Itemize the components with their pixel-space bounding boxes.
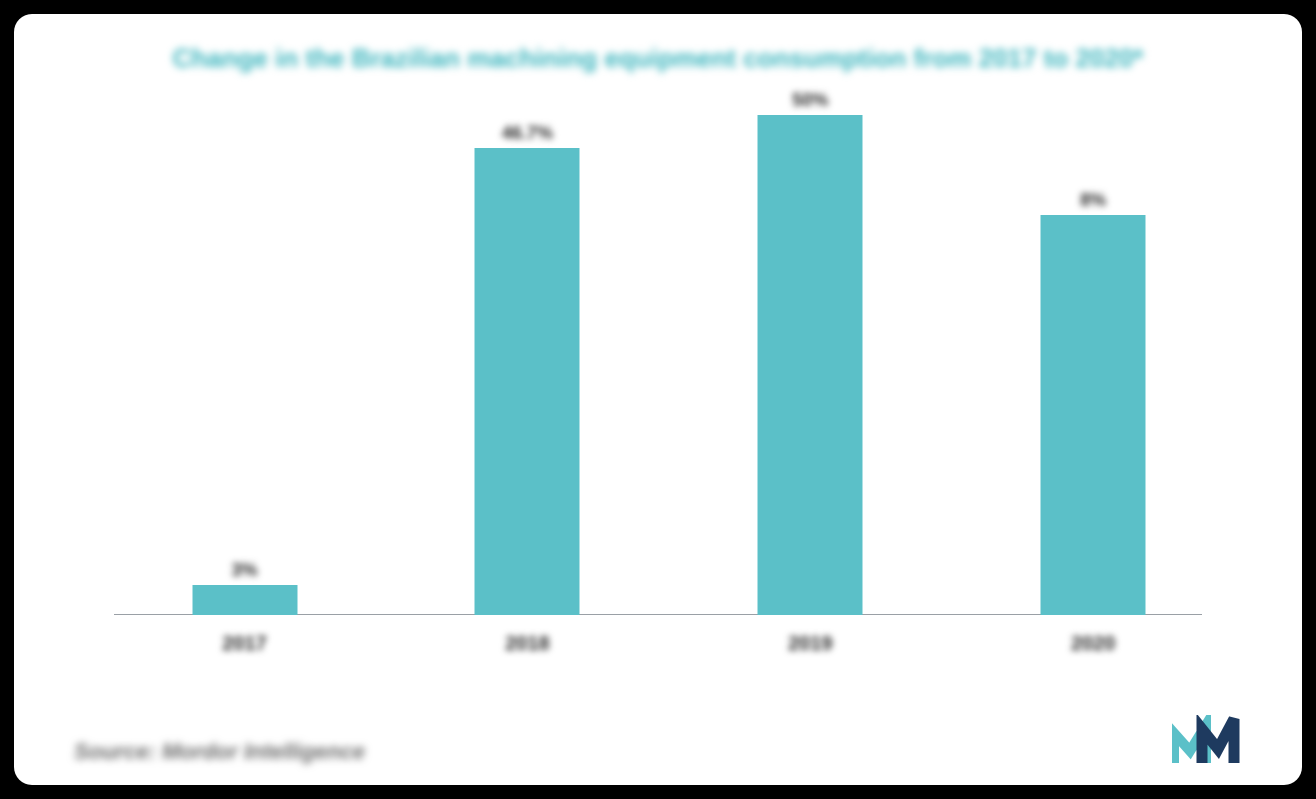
bar-value-label: 8% — [1080, 190, 1106, 211]
chart-card: Change in the Brazilian machining equipm… — [14, 14, 1302, 785]
x-axis-label: 2018 — [505, 633, 550, 656]
chart-area: 3% 2017 46.7% 2018 50% 2019 8% 2020 — [74, 85, 1242, 706]
bar-rect — [1041, 215, 1146, 615]
chart-footer: Source: Mordor Intelligence — [74, 705, 1242, 765]
bar-2019: 50% — [758, 90, 863, 615]
bar-rect — [192, 585, 297, 615]
mordor-logo-icon — [1172, 715, 1242, 765]
bar-rect — [758, 115, 863, 615]
bar-value-label: 46.7% — [502, 123, 553, 144]
x-axis-label: 2017 — [222, 633, 267, 656]
chart-title: Change in the Brazilian machining equipm… — [74, 42, 1242, 75]
bar-value-label: 50% — [792, 90, 828, 111]
bar-rect — [475, 148, 580, 615]
chart-plot: 3%201746.7%201850%20198%2020 — [114, 85, 1202, 616]
bar-value-label: 3% — [232, 560, 258, 581]
bar-2018: 46.7% — [475, 123, 580, 615]
x-axis-label: 2019 — [788, 633, 833, 656]
x-axis-label: 2020 — [1071, 633, 1116, 656]
bar-2017: 3% — [192, 560, 297, 615]
bar-2020: 8% — [1041, 190, 1146, 615]
source-attribution: Source: Mordor Intelligence — [74, 739, 365, 765]
